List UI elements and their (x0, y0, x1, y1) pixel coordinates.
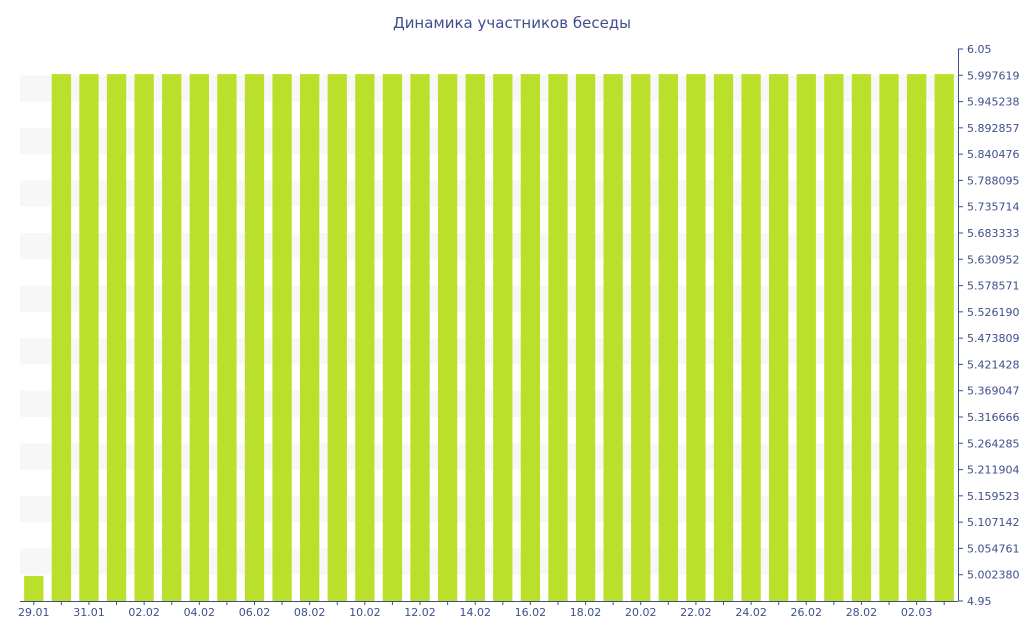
x-tick-label: 10.02 (349, 606, 381, 619)
grid-band (20, 338, 958, 365)
bar-01.02 (106, 74, 127, 601)
y-tick-label: 5.788095 (967, 174, 1020, 187)
x-tick-label: 04.02 (184, 606, 216, 619)
bars (24, 74, 954, 601)
x-tick-label: 12.02 (404, 606, 436, 619)
y-tick-label: 5.683333 (967, 227, 1020, 240)
bar-08.02 (300, 74, 320, 601)
grid-band (20, 75, 958, 102)
bar-26.02 (796, 74, 816, 601)
x-tick-label: 16.02 (515, 606, 547, 619)
grid-band (20, 127, 958, 155)
bar-15.02 (493, 74, 513, 601)
bar-25.02 (769, 74, 789, 601)
x-tick-label: 29.01 (18, 606, 50, 619)
bar-03.02 (162, 74, 182, 601)
bar-13.02 (437, 74, 458, 601)
x-tick-label: 31.01 (73, 606, 105, 619)
chart-title: Динамика участников беседы (393, 14, 631, 32)
y-tick-label: 5.264285 (967, 437, 1020, 450)
y-tick-label: 5.735714 (967, 201, 1020, 214)
bar-17.02 (548, 74, 568, 601)
bar-22.02 (686, 74, 706, 601)
bar-03.03 (934, 74, 954, 601)
bar-09.02 (327, 74, 347, 601)
bar-30.01 (51, 74, 72, 601)
x-tick-label: 14.02 (459, 606, 491, 619)
bar-04.02 (189, 74, 209, 601)
y-tick-label: 5.997619 (967, 69, 1020, 82)
grid-band (20, 443, 958, 470)
y-tick-label: 5.473809 (967, 332, 1020, 345)
bar-11.02 (382, 74, 403, 601)
y-tick-label: 4.95 (967, 595, 992, 608)
bar-28.02 (851, 74, 872, 601)
x-tick-label: 18.02 (570, 606, 602, 619)
y-tick-label: 5.945238 (967, 96, 1020, 109)
bar-07.02 (272, 74, 292, 601)
x-tick-label: 06.02 (239, 606, 271, 619)
x-tick-label: 02.02 (128, 606, 160, 619)
y-tick-label: 5.211904 (967, 464, 1020, 477)
bar-21.02 (658, 74, 678, 601)
bar-02.03 (906, 74, 927, 601)
grid-band (20, 180, 958, 207)
y-tick-label: 5.526190 (967, 306, 1020, 319)
grid-band (20, 233, 958, 260)
bar-05.02 (217, 74, 237, 601)
bar-18.02 (575, 74, 596, 601)
bar-31.01 (79, 74, 99, 601)
bar-19.02 (603, 74, 623, 601)
bar-01.03 (879, 74, 899, 601)
grid-band (20, 495, 958, 523)
bar-06.02 (244, 74, 265, 601)
x-tick-label: 22.02 (680, 606, 712, 619)
bar-27.02 (824, 74, 844, 601)
y-tick-label: 5.630952 (967, 253, 1020, 266)
y-tick-label: 5.369047 (967, 385, 1020, 398)
bar-29.01 (24, 575, 44, 601)
y-tick-label: 5.578571 (967, 280, 1020, 293)
y-tick-label: 6.05 (967, 43, 992, 56)
x-tick-label: 24.02 (735, 606, 767, 619)
grid-band (20, 285, 958, 312)
x-tick-label: 28.02 (846, 606, 878, 619)
y-tick-label: 5.316666 (967, 411, 1020, 424)
y-tick-label: 5.107142 (967, 516, 1020, 529)
x-tick-label: 20.02 (625, 606, 657, 619)
grid-bands (20, 75, 958, 575)
y-tick-label: 5.159523 (967, 490, 1020, 503)
y-tick-label: 5.054761 (967, 542, 1020, 555)
bar-23.02 (713, 74, 734, 601)
bar-16.02 (520, 74, 541, 601)
bar-14.02 (465, 74, 485, 601)
y-tick-label: 5.002380 (967, 569, 1020, 582)
y-tick-label: 5.840476 (967, 148, 1020, 161)
grid-band (20, 390, 958, 417)
bar-10.02 (355, 74, 375, 601)
y-tick-label: 5.421428 (967, 358, 1020, 371)
grid-band (20, 548, 958, 575)
x-tick-label: 26.02 (791, 606, 823, 619)
y-axis: 6.05 5.997619 5.945238 5.892857 5.840476 5.78… (958, 43, 1020, 608)
x-axis: 29.01 31.01 02.02 04.02 06.02 08.02 10.02 12.02… (18, 601, 958, 619)
bar-24.02 (741, 74, 761, 601)
x-tick-label: 02.03 (901, 606, 933, 619)
bar-20.02 (631, 74, 651, 601)
x-tick-label: 08.02 (294, 606, 326, 619)
bar-02.02 (134, 74, 154, 601)
bar-12.02 (410, 74, 430, 601)
y-tick-label: 5.892857 (967, 122, 1020, 135)
